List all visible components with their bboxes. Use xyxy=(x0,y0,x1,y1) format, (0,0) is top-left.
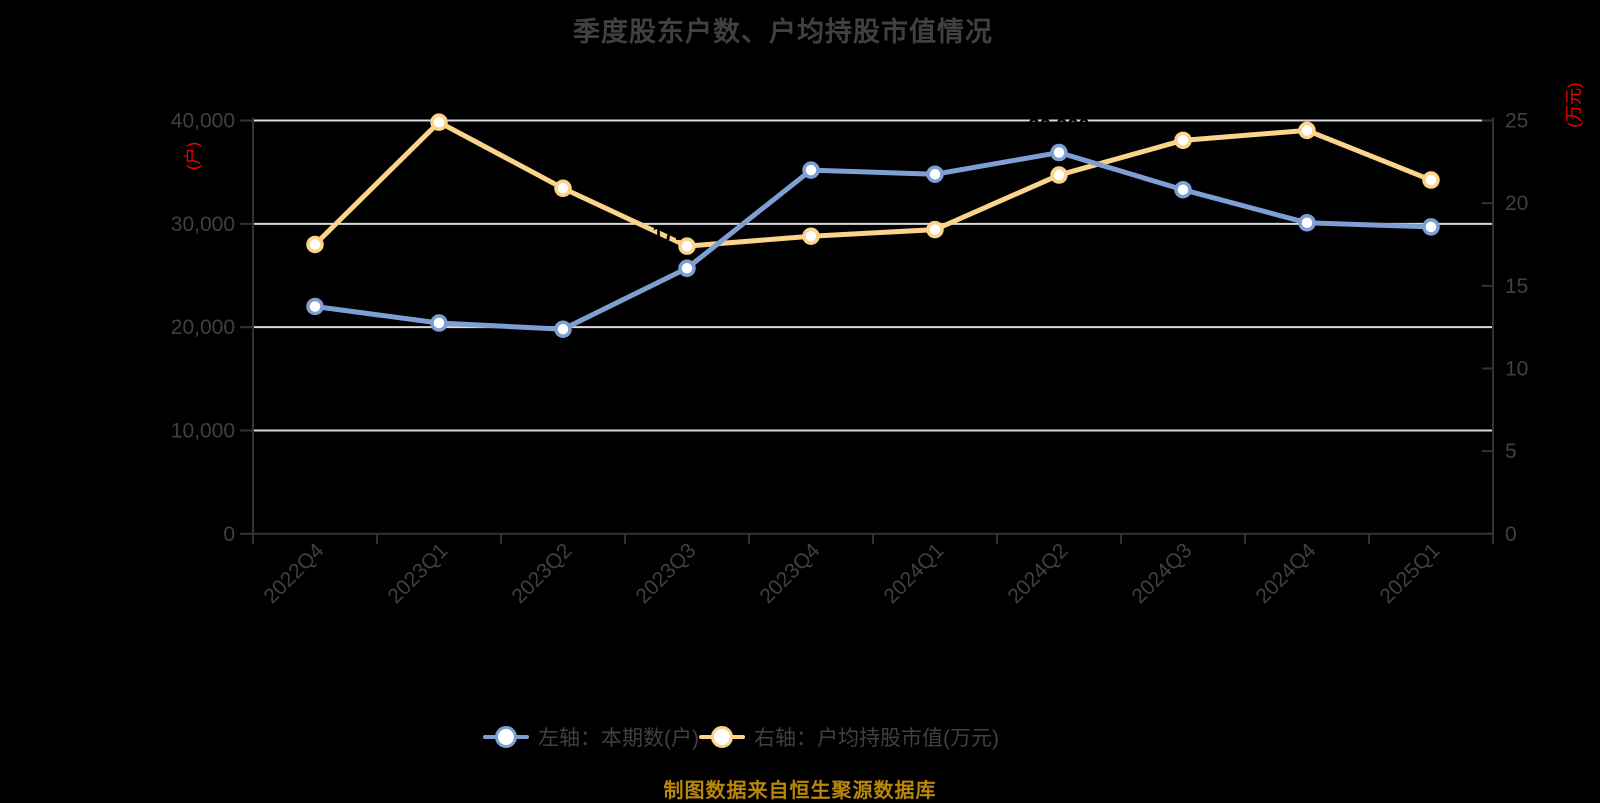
left-axis-tick-label: 40,000 xyxy=(171,110,235,133)
right-axis-tick-label: 0 xyxy=(1505,523,1517,546)
source-note: 制图数据来自恒生聚源数据库 xyxy=(663,780,937,802)
legend-marker-yellow xyxy=(699,723,745,751)
data-point[interactable] xyxy=(926,165,944,183)
legend-marker-blue xyxy=(483,723,529,751)
data-point[interactable] xyxy=(554,179,572,198)
right-axis-tick-label: 15 xyxy=(1505,275,1528,298)
data-point[interactable] xyxy=(430,314,448,332)
data-label-max: 36,900 xyxy=(1028,116,1089,138)
x-axis-label: 2024Q3 xyxy=(1127,539,1196,608)
right-axis-tick-label: 10 xyxy=(1505,357,1528,380)
data-point[interactable] xyxy=(678,237,696,255)
data-point[interactable] xyxy=(1298,214,1316,232)
legend-item-avg-holding-value[interactable]: 右轴：户均持股市值(万元) xyxy=(699,723,999,751)
data-point[interactable] xyxy=(1422,218,1440,236)
data-point[interactable] xyxy=(926,220,944,239)
x-axis-label: 2023Q3 xyxy=(631,539,700,608)
legend-item-shareholder-count[interactable]: 左轴：本期数(户) xyxy=(483,723,699,751)
legend: 左轴：本期数(户) 右轴：户均持股市值(万元) xyxy=(0,723,1600,751)
series-line-1 xyxy=(312,119,1434,249)
x-axis-label: 2025Q1 xyxy=(1375,539,1444,608)
x-axis-label: 2023Q2 xyxy=(507,539,576,608)
data-point[interactable] xyxy=(1174,131,1192,150)
data-point[interactable] xyxy=(1422,171,1440,189)
data-point[interactable] xyxy=(1050,166,1068,184)
right-axis-tick-label: 5 xyxy=(1505,440,1517,463)
legend-circle-icon xyxy=(495,726,517,748)
legend-label: 左轴：本期数(户) xyxy=(538,727,699,750)
data-point[interactable] xyxy=(678,259,696,278)
x-axis-label: 2024Q1 xyxy=(879,539,948,608)
left-axis-tick-label: 30,000 xyxy=(171,213,235,236)
x-axis-label: 2023Q1 xyxy=(383,539,452,608)
left-axis-tick-label: 20,000 xyxy=(171,316,235,339)
legend-circle-icon xyxy=(711,726,733,748)
right-axis-tick-label: 20 xyxy=(1505,192,1528,215)
x-axis-label: 2024Q4 xyxy=(1251,539,1320,608)
data-point[interactable] xyxy=(1298,121,1316,140)
x-axis-label: 2024Q2 xyxy=(1003,539,1072,608)
data-point[interactable] xyxy=(802,227,820,245)
data-point[interactable] xyxy=(1174,180,1192,199)
chart-title: 季度股东户数、户均持股市值情况 xyxy=(573,17,993,47)
series-line-0 xyxy=(312,150,1434,332)
x-axis-label: 2023Q4 xyxy=(755,539,824,608)
data-point[interactable] xyxy=(430,113,448,131)
x-axis-label: 2022Q4 xyxy=(259,539,328,608)
data-point[interactable] xyxy=(554,320,572,338)
data-point[interactable] xyxy=(306,297,324,316)
legend-label: 右轴：户均持股市值(万元) xyxy=(754,727,999,750)
left-axis-tick-label: 0 xyxy=(223,523,235,546)
data-point[interactable] xyxy=(802,161,820,179)
data-point[interactable] xyxy=(306,235,324,254)
right-axis-tick-label: 25 xyxy=(1505,110,1528,133)
data-point[interactable] xyxy=(1050,143,1068,162)
left-axis-tick-label: 10,000 xyxy=(171,419,235,442)
